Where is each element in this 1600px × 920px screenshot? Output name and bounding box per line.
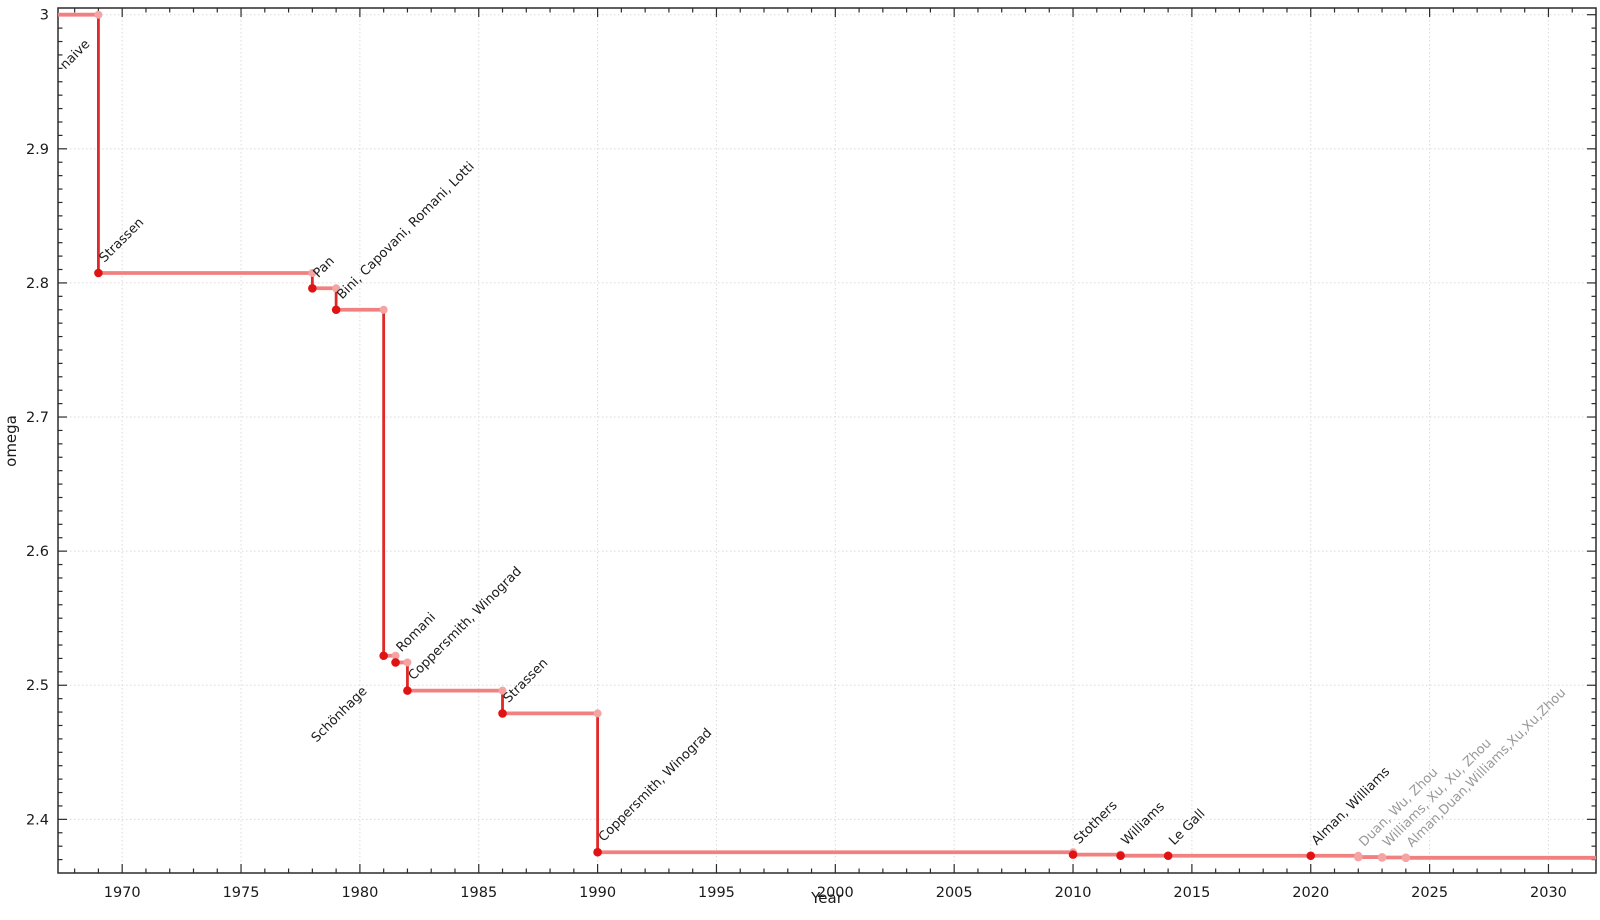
event-label: Pan xyxy=(311,254,338,281)
event-label: naive xyxy=(58,37,94,73)
event-label: Le Gall xyxy=(1166,807,1208,849)
axis-layer: 1970 1975 1980 1985 1990 1995 2000 2005 2010 2015… xyxy=(26,7,1597,901)
event-point xyxy=(391,658,400,667)
step-corner-point xyxy=(379,305,388,314)
y-axis-tick-label: 2.4 xyxy=(26,812,49,828)
y-axis-tick-label: 2.8 xyxy=(26,276,49,292)
x-axis-tick-label: 1985 xyxy=(460,885,497,901)
x-axis-tick-label: 1990 xyxy=(579,885,616,901)
event-point xyxy=(379,651,388,661)
event-point xyxy=(1306,851,1316,861)
event-label: Stothers xyxy=(1071,798,1120,847)
step-corner-point xyxy=(593,709,602,718)
event-point xyxy=(403,686,412,695)
event-label: Coppersmith, Winograd xyxy=(596,726,715,845)
x-axis-tick-label: 2020 xyxy=(1292,885,1329,901)
y-axis-tick-label: 2.6 xyxy=(26,544,49,560)
x-axis-tick-label: 2010 xyxy=(1055,885,1092,901)
event-point xyxy=(331,305,341,315)
event-label: Strassen xyxy=(97,215,148,266)
event-point xyxy=(1163,851,1173,861)
y-axis-title: omega xyxy=(2,415,20,467)
y-axis-tick-label: 3 xyxy=(40,8,49,24)
x-axis-tick-label: 1995 xyxy=(698,885,735,901)
x-axis-tick-label: 2015 xyxy=(1173,885,1210,901)
event-point xyxy=(498,709,507,718)
y-axis-tick-label: 2.5 xyxy=(26,678,49,694)
y-axis-tick-label: 2.7 xyxy=(26,410,49,426)
step-corner-point xyxy=(332,284,341,293)
x-axis-tick-label: 2030 xyxy=(1530,885,1567,901)
step-corner-point xyxy=(498,686,507,695)
data-layer xyxy=(58,10,1596,863)
step-corner-point xyxy=(308,268,317,277)
event-point xyxy=(1401,853,1411,863)
x-axis-tick-label: 1980 xyxy=(341,885,378,901)
plot-frame xyxy=(57,7,1597,874)
event-point xyxy=(308,283,317,293)
event-point xyxy=(94,268,103,278)
x-axis-tick-label: 2000 xyxy=(817,885,854,901)
step-corner-point xyxy=(94,10,103,19)
event-label: Strassen xyxy=(501,656,552,707)
event-label: Bini, Capovani, Romani, Lotti xyxy=(334,159,477,302)
x-axis-tick-label: 1975 xyxy=(223,885,260,901)
event-point xyxy=(1353,852,1363,862)
step-corner-point xyxy=(403,658,412,667)
event-label: Williams xyxy=(1119,799,1168,848)
y-axis-tick-label: 2.9 xyxy=(26,142,49,158)
event-label: Schönhage xyxy=(309,684,371,746)
step-corner-point xyxy=(391,651,400,660)
event-point xyxy=(1116,851,1125,860)
grid-layer xyxy=(58,8,1596,873)
event-point xyxy=(1377,853,1387,862)
event-point xyxy=(1068,850,1078,859)
event-label: Williams, Xu, Xu, Zhou xyxy=(1380,736,1494,850)
x-axis-tick-label: 2005 xyxy=(936,885,973,901)
x-axis-title: Year xyxy=(810,889,844,907)
x-axis-tick-label: 1970 xyxy=(104,885,141,901)
x-axis-tick-label: 2025 xyxy=(1411,885,1448,901)
event-point xyxy=(593,847,602,857)
